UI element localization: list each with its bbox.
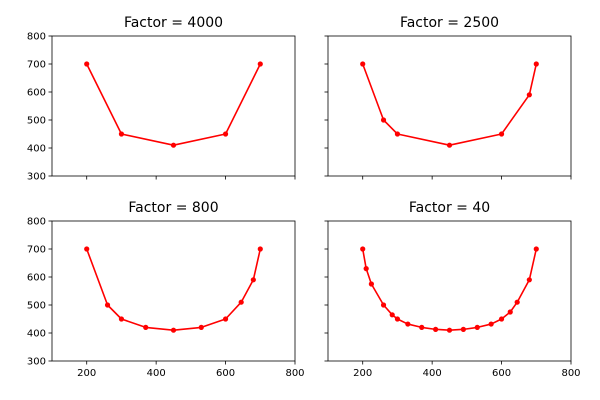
data-point <box>143 324 149 330</box>
subplot-title: Factor = 2500 <box>400 15 499 31</box>
data-point <box>257 246 263 252</box>
data-point <box>533 246 539 252</box>
data-point <box>118 316 125 322</box>
subplot-title: Factor = 800 <box>128 200 218 216</box>
y-tick-label: 500 <box>27 116 46 127</box>
x-tick-label: 400 <box>147 368 166 379</box>
x-tick-label: 600 <box>216 368 235 379</box>
data-point <box>84 61 90 67</box>
y-tick-label: 800 <box>27 217 46 228</box>
data-point <box>446 327 453 333</box>
data-point <box>250 277 256 283</box>
data-point <box>118 131 125 137</box>
data-point <box>389 312 395 318</box>
x-tick-label: 200 <box>77 368 96 379</box>
y-tick-label: 500 <box>27 301 46 312</box>
data-point <box>474 324 480 330</box>
data-point <box>526 277 532 283</box>
data-point <box>460 326 466 332</box>
data-point <box>507 309 513 315</box>
x-tick-label: 800 <box>285 368 304 379</box>
subplot-title: Factor = 4000 <box>124 15 223 31</box>
y-tick-label: 400 <box>27 329 46 340</box>
data-point <box>360 246 366 252</box>
data-point <box>238 299 244 305</box>
data-point <box>433 326 439 332</box>
subplot-2: Factor = 2500 <box>324 15 572 180</box>
y-tick-label: 700 <box>27 245 46 256</box>
data-point <box>419 324 425 330</box>
y-tick-label: 600 <box>27 273 46 284</box>
data-point <box>222 131 229 137</box>
y-tick-label: 800 <box>27 32 46 43</box>
series-line <box>85 248 262 332</box>
data-point <box>405 321 411 327</box>
subplot-title: Factor = 40 <box>409 200 490 216</box>
data-point <box>380 117 387 123</box>
y-tick-label: 300 <box>27 357 46 368</box>
data-point <box>498 131 505 137</box>
series-line <box>361 63 538 146</box>
data-point <box>84 246 90 252</box>
x-tick-label: 200 <box>353 368 372 379</box>
axes-frame <box>51 35 296 177</box>
data-point <box>368 281 374 287</box>
subplot-4: Factor = 40 200 400 600 800 <box>324 200 581 379</box>
data-point <box>394 131 401 137</box>
y-tick-label: 300 <box>27 172 46 183</box>
x-tick-label: 800 <box>561 368 580 379</box>
data-point <box>394 316 401 322</box>
axes-frame <box>51 220 296 362</box>
y-tick-label: 700 <box>27 60 46 71</box>
x-tick-label: 600 <box>492 368 511 379</box>
y-tick-label: 600 <box>27 88 46 99</box>
series-line <box>85 63 262 146</box>
series-line <box>361 248 538 332</box>
data-point <box>170 327 177 333</box>
x-tick-label: 400 <box>423 368 442 379</box>
data-point <box>380 302 387 308</box>
subplot-1: Factor = 4000 300 400 500 600 700 800 <box>27 15 296 183</box>
data-point <box>360 61 366 67</box>
axes-frame <box>327 220 572 362</box>
data-point <box>514 299 520 305</box>
data-point <box>222 316 229 322</box>
y-tick-label: 400 <box>27 144 46 155</box>
data-point <box>498 316 505 322</box>
data-point <box>257 61 263 67</box>
data-point <box>526 92 532 98</box>
data-point <box>533 61 539 67</box>
data-point <box>198 324 204 330</box>
axes-frame <box>327 35 572 177</box>
data-point <box>104 302 111 308</box>
data-point <box>446 142 453 148</box>
subplot-3: Factor = 800 200 400 600 800 300 400 500 600 700 8… <box>27 200 305 379</box>
data-point <box>363 266 369 272</box>
data-point <box>170 142 177 148</box>
data-point <box>488 321 494 327</box>
